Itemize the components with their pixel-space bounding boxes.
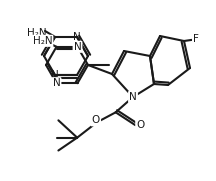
Text: N: N [129, 92, 137, 102]
Text: O: O [92, 115, 100, 125]
Text: N: N [53, 78, 60, 88]
Text: N: N [73, 32, 81, 42]
Text: N: N [51, 70, 59, 80]
Text: O: O [136, 120, 145, 130]
Text: N: N [74, 42, 81, 52]
Text: F: F [193, 34, 199, 44]
Text: H₂N: H₂N [27, 28, 47, 38]
Text: H₂N: H₂N [33, 36, 52, 46]
